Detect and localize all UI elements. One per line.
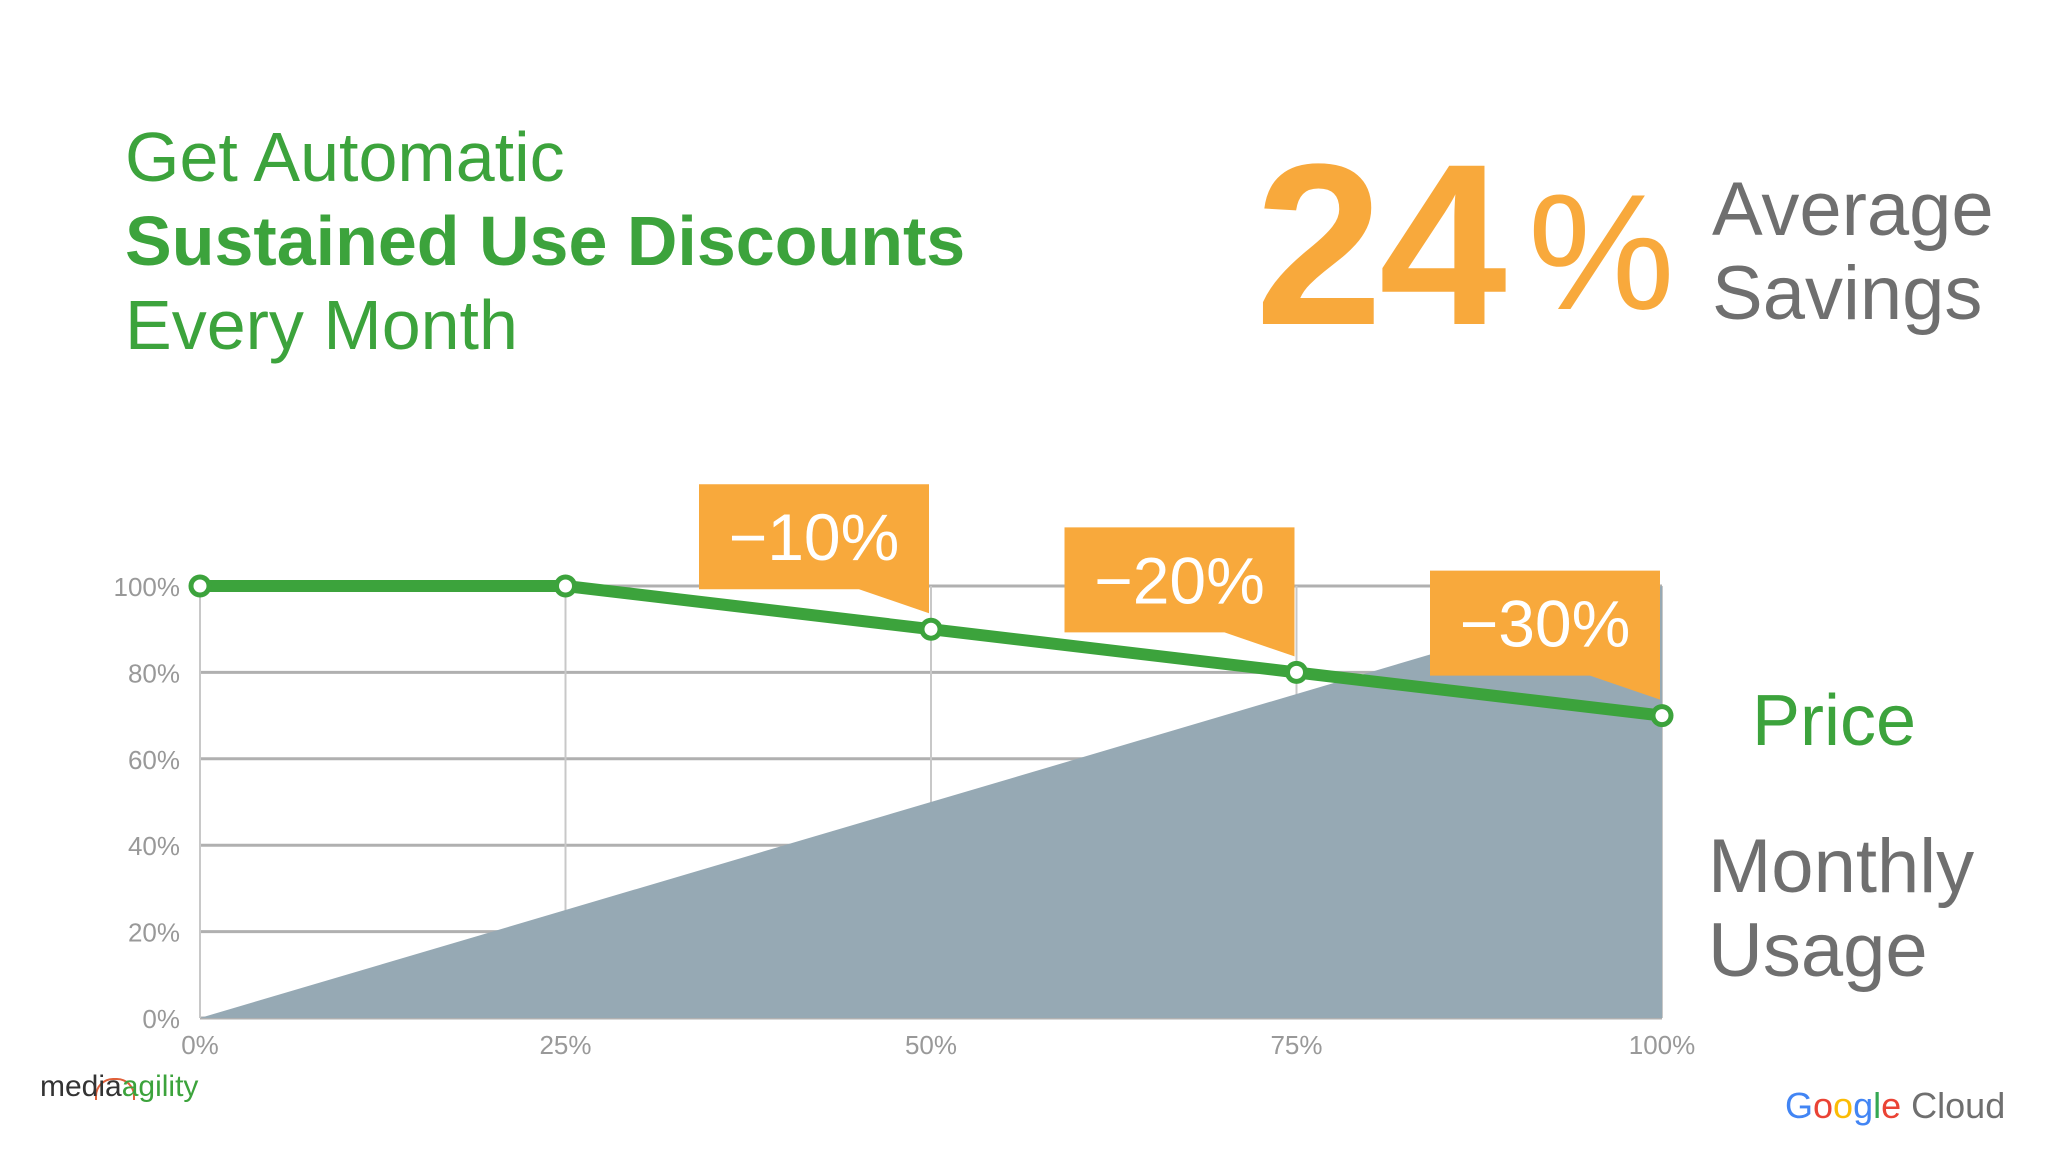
- callout-label: −20%: [1094, 543, 1265, 617]
- y-tick-label: 80%: [128, 658, 180, 688]
- usage-area: [200, 586, 1662, 1018]
- price-point: [1650, 704, 1674, 728]
- google-cloud-logo: Google Cloud: [1785, 1085, 2005, 1127]
- google-letter: o: [1813, 1085, 1834, 1126]
- y-tick-label: 40%: [128, 831, 180, 861]
- savings-label-line-2: Savings: [1712, 250, 1983, 336]
- title-line-3: Every Month: [125, 286, 518, 364]
- y-tick-label: 100%: [114, 572, 181, 602]
- callout-label: −10%: [729, 500, 900, 574]
- callout-box: [699, 484, 929, 614]
- google-letter: G: [1785, 1085, 1814, 1126]
- callout-box: [1430, 570, 1660, 700]
- price-point: [188, 574, 212, 598]
- mediaagility-logo-prefix: media: [40, 1070, 122, 1103]
- x-tick-label: 25%: [539, 1030, 591, 1060]
- x-tick-label: 100%: [1629, 1030, 1696, 1060]
- discount-callout: −20%: [1064, 527, 1295, 657]
- usage-series-label: Monthly Usage: [1708, 825, 1974, 992]
- google-letter: o: [1833, 1085, 1854, 1126]
- y-tick-label: 60%: [128, 745, 180, 775]
- title-line-2: Sustained Use Discounts: [125, 202, 966, 280]
- callout-label: −30%: [1460, 587, 1631, 661]
- x-tick-label: 0%: [181, 1030, 219, 1060]
- usage-label-line-1: Monthly: [1708, 824, 1975, 909]
- usage-label-line-2: Usage: [1708, 907, 1928, 993]
- google-letter: g: [1853, 1085, 1874, 1126]
- discount-callout: −10%: [699, 484, 929, 614]
- price-point: [919, 617, 943, 641]
- price-point: [554, 574, 577, 598]
- y-tick-label: 20%: [128, 918, 180, 948]
- slide-title: Get Automatic Sustained Use Discounts Ev…: [125, 115, 965, 367]
- savings-label: Average Savings: [1712, 168, 1994, 335]
- x-tick-label: 50%: [905, 1030, 957, 1060]
- price-series-label: Price: [1752, 681, 1917, 761]
- savings-number: 24: [1255, 116, 1507, 373]
- google-cloud-suffix: Cloud: [1911, 1085, 2006, 1126]
- mediaagility-logo-suffix: agility: [121, 1070, 199, 1103]
- callout-box: [1064, 527, 1295, 657]
- y-tick-label: 0%: [142, 1004, 180, 1034]
- price-point: [1285, 660, 1308, 684]
- discount-callout: −30%: [1430, 570, 1660, 700]
- x-tick-label: 75%: [1270, 1030, 1322, 1060]
- mediaagility-logo: mediaagility: [40, 1070, 198, 1104]
- title-line-1: Get Automatic: [125, 118, 565, 196]
- google-letter: e: [1881, 1085, 1902, 1126]
- google-letter: l: [1873, 1085, 1882, 1126]
- savings-label-line-1: Average: [1712, 167, 1994, 252]
- savings-percent-sign: %: [1528, 160, 1675, 344]
